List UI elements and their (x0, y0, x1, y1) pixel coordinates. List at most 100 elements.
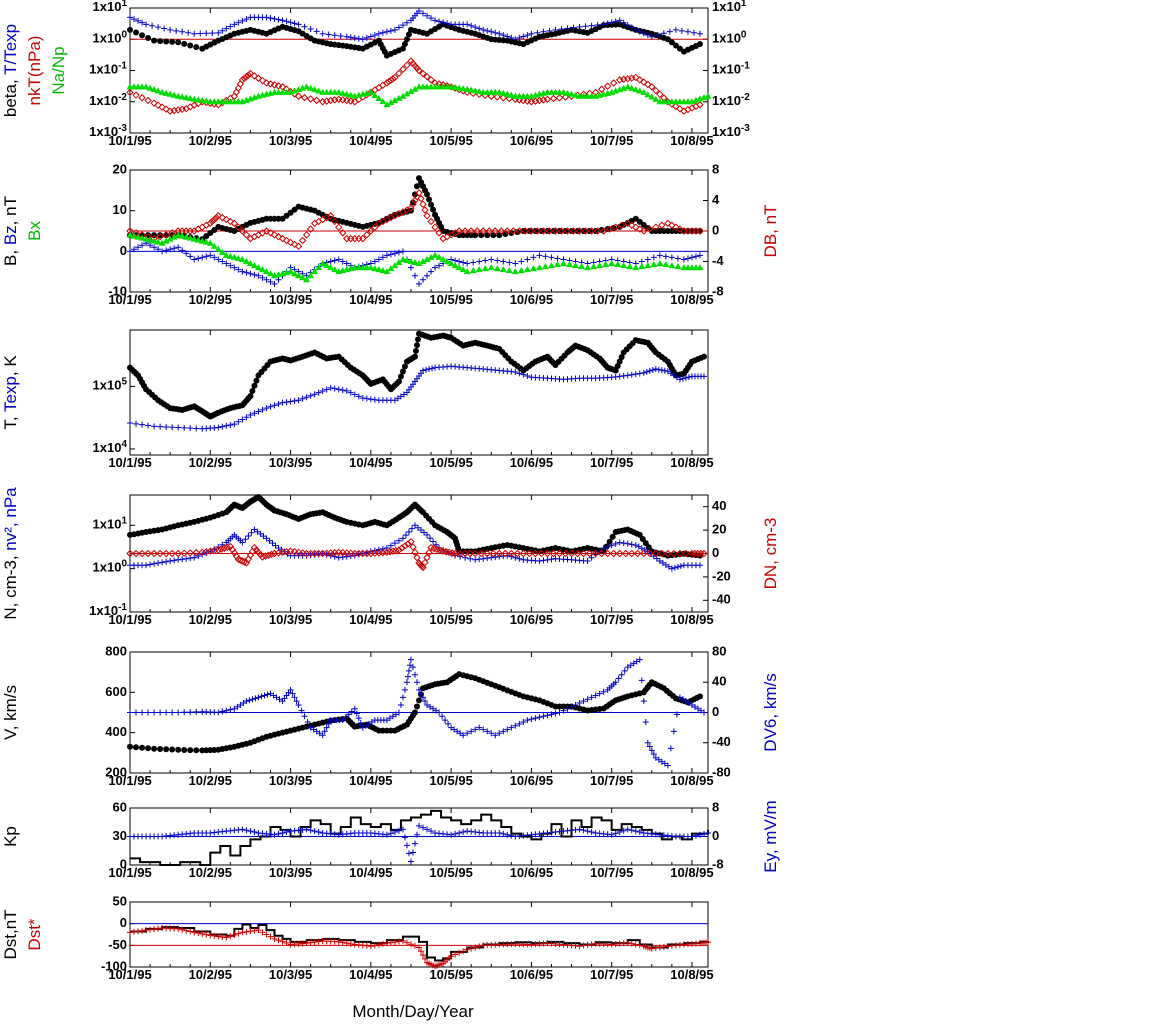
data-point (156, 233, 164, 241)
data-point (533, 227, 542, 235)
data-point (403, 19, 410, 26)
data-point (150, 99, 158, 107)
data-point (464, 260, 471, 267)
y-axis-label-right-part: DV6, km/s (761, 673, 780, 751)
data-point (135, 244, 142, 251)
data-point (464, 946, 471, 953)
data-point (414, 524, 421, 531)
data-point (383, 252, 390, 259)
data-point (311, 828, 318, 835)
data-point (199, 551, 206, 558)
data-point (605, 225, 614, 233)
data-point (319, 732, 326, 739)
data-point (436, 18, 443, 25)
data-point (186, 234, 194, 241)
data-point (427, 253, 435, 260)
x-tick-label: 10/7/95 (590, 133, 633, 148)
data-point (470, 259, 477, 266)
data-point (584, 264, 592, 271)
x-tick-label: 10/5/95 (429, 773, 472, 788)
data-point (262, 268, 270, 275)
data-point (283, 940, 290, 947)
data-point (267, 550, 276, 559)
y-axis-label-right: DV6, km/s (761, 673, 780, 751)
data-point (439, 255, 447, 262)
data-point (430, 538, 437, 545)
data-point (579, 549, 588, 558)
data-point (167, 246, 174, 253)
data-point (399, 694, 406, 701)
data-point (516, 555, 523, 562)
data-point (427, 76, 435, 84)
data-point (238, 255, 246, 262)
data-point (327, 258, 334, 265)
data-point (251, 927, 258, 934)
data-point (532, 715, 539, 722)
data-point (187, 425, 194, 432)
data-point (139, 19, 146, 26)
data-point (403, 36, 410, 43)
data-point (515, 227, 524, 235)
data-point (538, 228, 545, 234)
data-point (542, 253, 549, 260)
x-tick-label: 10/2/95 (189, 133, 232, 148)
y-tick-label-right: -4 (712, 253, 724, 268)
data-point (448, 724, 455, 731)
x-tick-label: 10/6/95 (510, 133, 553, 148)
data-point (435, 229, 443, 237)
series-kp-0 (130, 809, 709, 866)
y-tick-label-right: 0 (712, 222, 719, 237)
data-point (399, 22, 406, 29)
data-point (389, 547, 397, 555)
data-point (193, 708, 200, 715)
y-tick-label-left: -10 (108, 283, 127, 298)
data-point (234, 84, 243, 92)
data-point (247, 270, 254, 277)
data-point (646, 367, 653, 374)
data-point (143, 562, 150, 569)
data-point (375, 83, 383, 92)
data-point (231, 705, 238, 712)
data-point (230, 549, 239, 557)
data-point (560, 707, 567, 714)
data-point (363, 231, 371, 239)
data-point (632, 73, 640, 82)
data-point (435, 253, 443, 260)
data-point (347, 91, 355, 98)
data-point (195, 930, 202, 937)
data-point (319, 388, 326, 395)
data-point (257, 530, 264, 537)
data-point (427, 535, 434, 542)
data-point (407, 538, 415, 546)
data-point (664, 98, 672, 106)
series-kp-1 (127, 822, 711, 865)
data-point (419, 200, 427, 209)
data-point (562, 228, 569, 234)
data-point (243, 269, 250, 276)
data-point (588, 22, 595, 29)
data-point (138, 549, 146, 558)
data-point (420, 10, 427, 17)
y-tick-label-left: 60 (113, 799, 127, 814)
data-point (359, 36, 366, 43)
data-point (133, 744, 140, 751)
data-point (371, 942, 378, 949)
series-beta-2 (126, 57, 704, 115)
panel-bfield: 10/1/95 10/2/95 10/3/95 10/4/95 10/5/95 10/6/… (108, 169, 714, 307)
data-point (239, 268, 246, 275)
data-point (238, 557, 247, 565)
data-point (648, 945, 655, 952)
data-point (402, 532, 409, 539)
y-tick-label-right: 0 (712, 704, 719, 719)
data-point (343, 940, 350, 947)
data-point (157, 38, 164, 45)
data-point (174, 231, 182, 238)
data-point (508, 724, 515, 731)
data-point (469, 267, 477, 274)
data-point (275, 16, 282, 23)
data-point (362, 722, 369, 729)
data-point (383, 79, 391, 87)
data-point (624, 22, 631, 29)
data-point (667, 370, 674, 377)
data-point (242, 536, 249, 543)
